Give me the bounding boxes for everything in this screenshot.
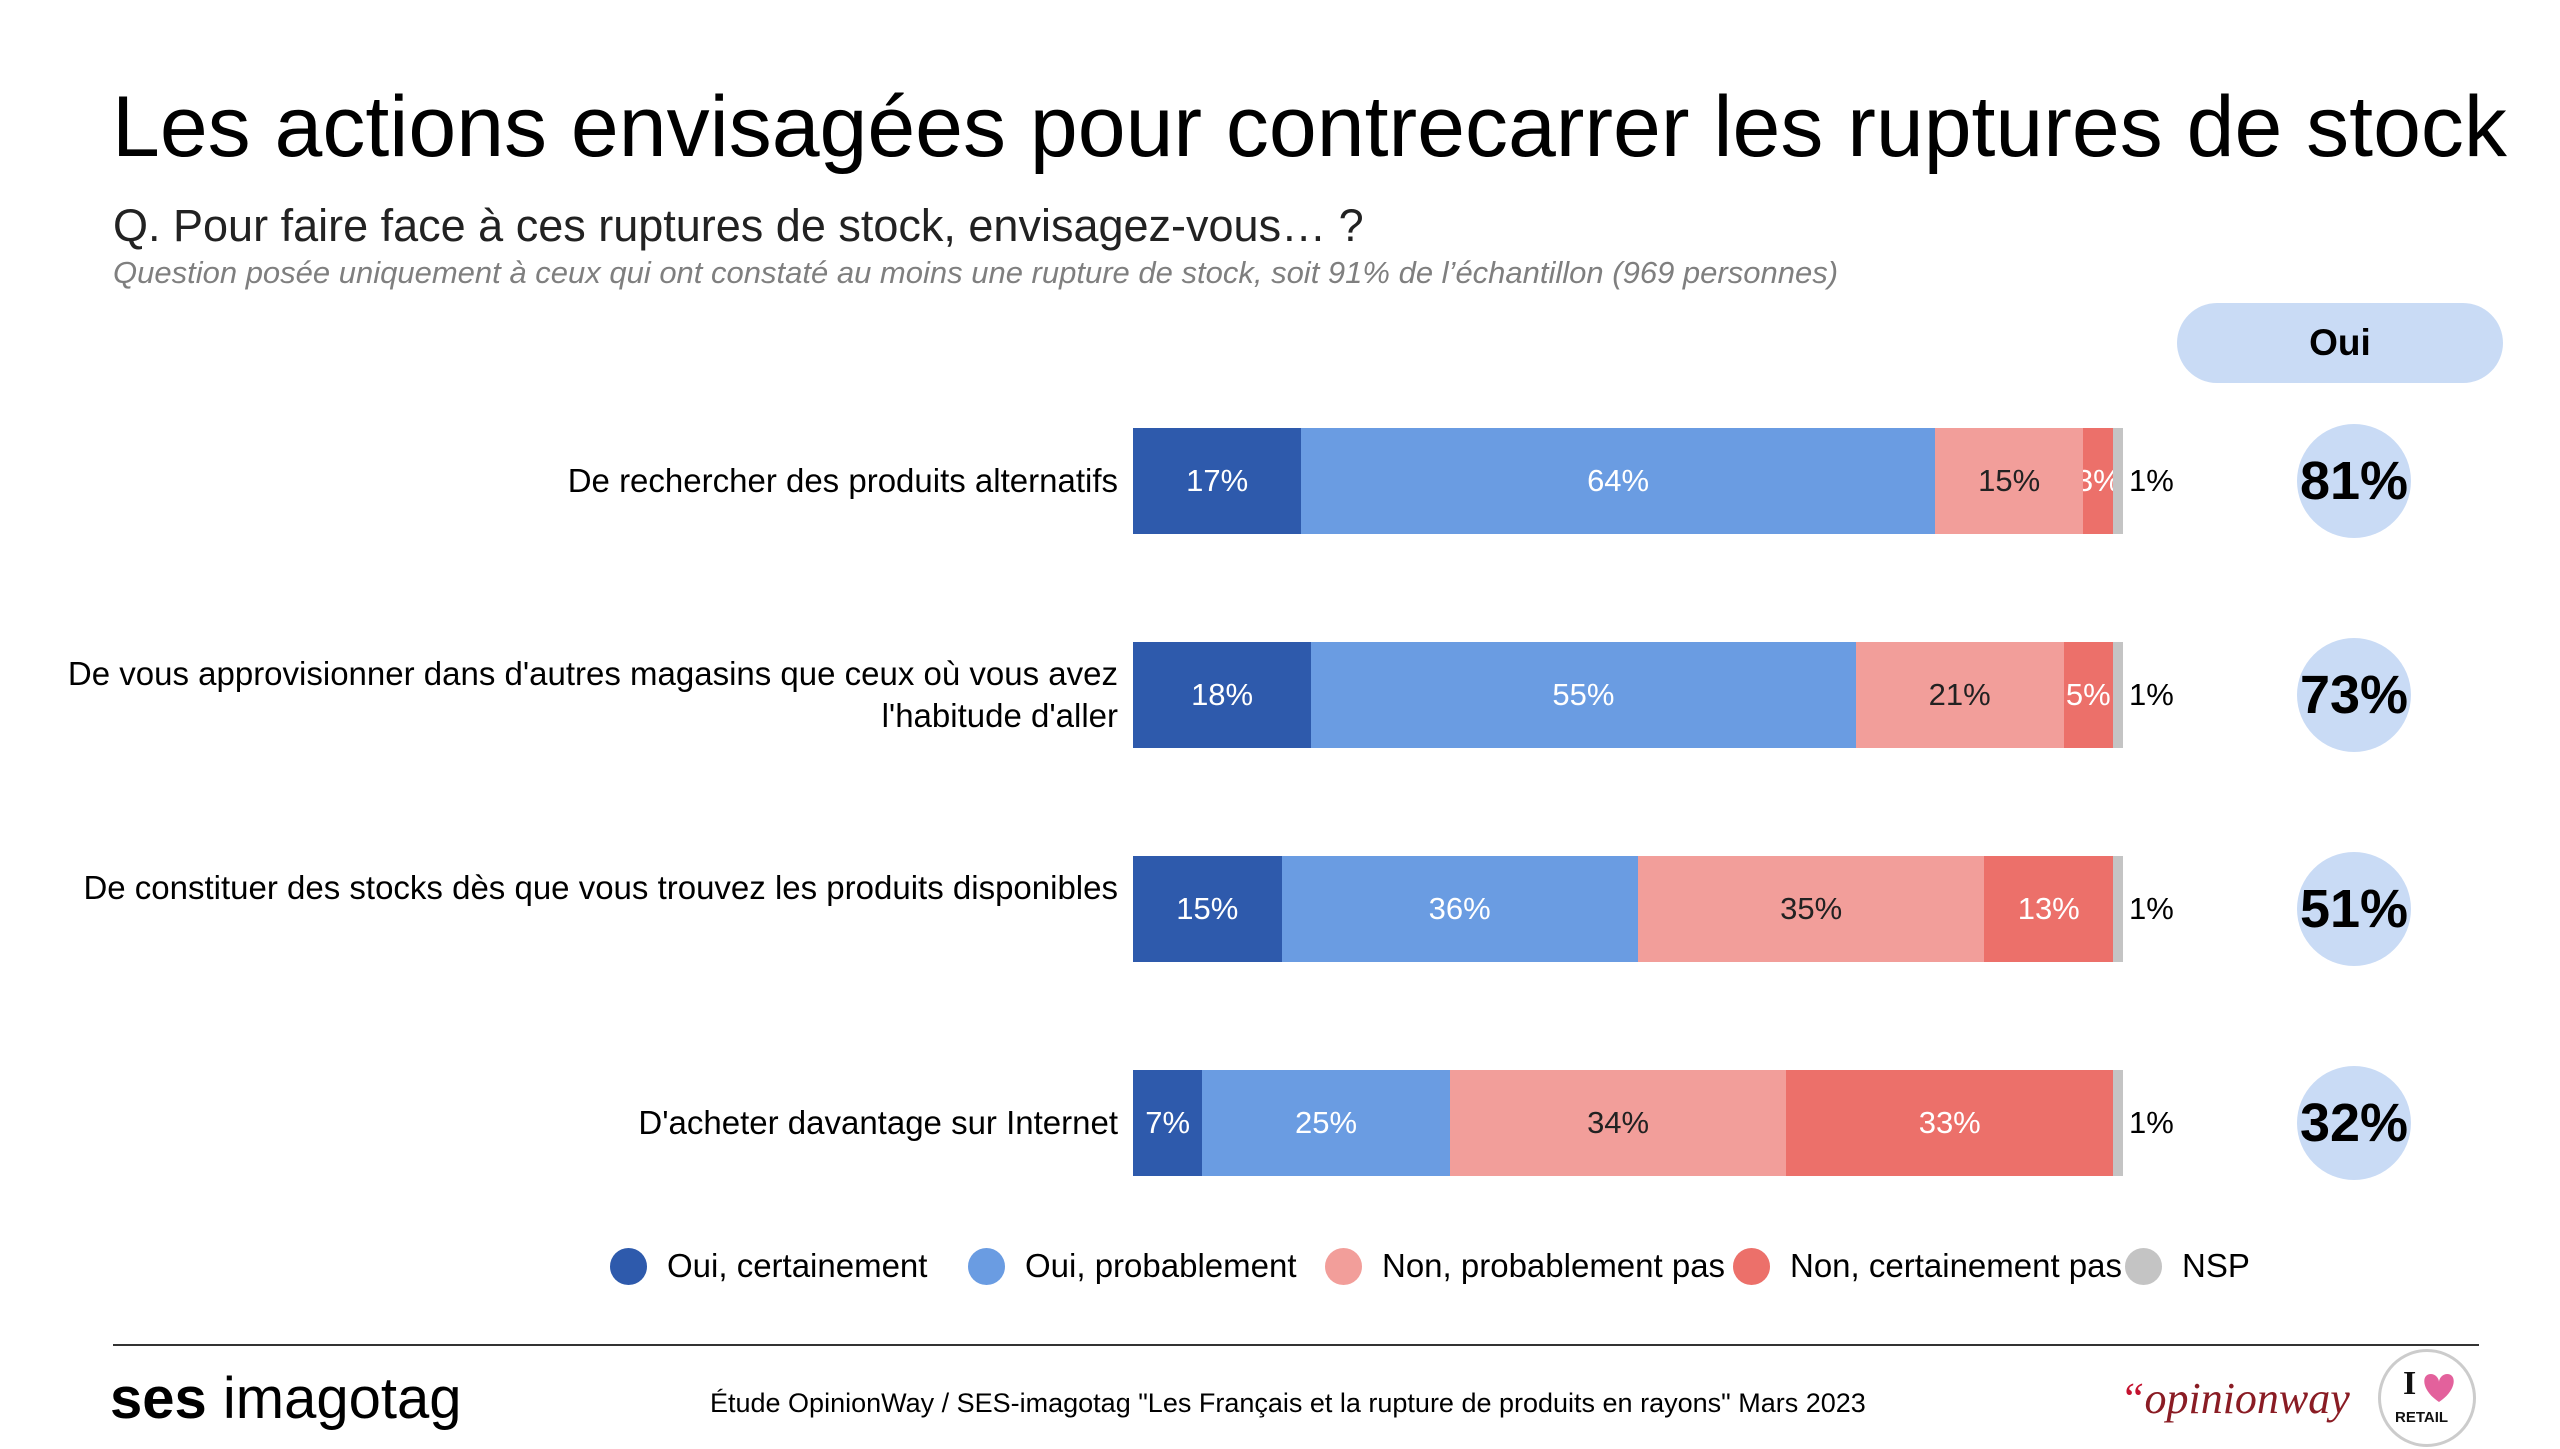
svg-text:RETAIL: RETAIL	[2395, 1409, 2448, 1426]
i-love-retail-logo: I RETAIL	[2378, 1349, 2476, 1447]
row-label: D'acheter davantage sur Internet	[638, 1104, 1118, 1141]
segment-value-label: 35%	[1780, 891, 1843, 926]
brand-light-text: imagotag	[222, 1366, 462, 1431]
nsp-value-label: 1%	[2129, 677, 2174, 712]
oui-total-badge: 32%	[2297, 1066, 2411, 1180]
legend-swatch	[610, 1247, 647, 1285]
legend-label: NSP	[2182, 1247, 2250, 1284]
legend-label: Non, certainement pas	[1790, 1247, 2123, 1284]
bar-segment	[2113, 856, 2123, 962]
stacked-bar: 18% 55% 21% 5%	[1133, 642, 2123, 748]
legend-item: Non, probablement pas	[1325, 1247, 1725, 1285]
sample-note: Question posée uniquement à ceux qui ont…	[113, 255, 1839, 290]
segment-value-label: 21%	[1928, 677, 1991, 712]
legend-item: Non, certainement pas	[1733, 1247, 2122, 1285]
nsp-value-label: 1%	[2129, 891, 2174, 926]
bar-segment: 15%	[1934, 428, 2084, 534]
legend-label: Oui, certainement	[667, 1247, 928, 1284]
bar-segment: 17%	[1133, 428, 1302, 534]
segment-value-label: 13%	[2017, 891, 2080, 926]
segment-value-label: 34%	[1587, 1105, 1650, 1140]
bar-segment: 55%	[1311, 642, 1856, 748]
row-label: De rechercher des produits alternatifs	[567, 462, 1118, 499]
stacked-bar: 17% 64% 15% 3%	[1133, 428, 2123, 534]
row-label: De constituer des stocks dès que vous tr…	[83, 869, 1118, 906]
segment-value-label: 15%	[1176, 891, 1239, 926]
legend-swatch	[1733, 1247, 1770, 1285]
segment-value-label: 18%	[1191, 677, 1254, 712]
segment-value-label: 15%	[1978, 463, 2041, 498]
nsp-value-label: 1%	[2129, 463, 2174, 498]
bar-segment: 5%	[2063, 642, 2114, 748]
legend-swatch	[968, 1247, 1005, 1285]
opinionway-logo: “opinionway	[2120, 1373, 2350, 1424]
bar-segment: 35%	[1637, 856, 1985, 962]
legend-label: Oui, probablement	[1025, 1247, 1297, 1284]
bar-segment: 64%	[1301, 428, 1935, 534]
legend-item: Oui, probablement	[968, 1247, 1297, 1285]
bar-segment: 34%	[1449, 1070, 1787, 1176]
svg-text:I: I	[2403, 1365, 2416, 1402]
legend-swatch	[2125, 1247, 2162, 1285]
segment-value-label: 17%	[1186, 463, 1249, 498]
legend-item: NSP	[2125, 1247, 2250, 1285]
source-citation: Étude OpinionWay / SES-imagotag "Les Fra…	[710, 1388, 1866, 1418]
segment-value-label: 25%	[1295, 1105, 1358, 1140]
bar-segment: 18%	[1133, 642, 1312, 748]
oui-total-badge: 73%	[2297, 638, 2411, 752]
bar-segment	[2113, 1070, 2123, 1176]
bar-segment: 36%	[1281, 856, 1638, 962]
bar-segment: 3%	[2083, 428, 2114, 534]
opinionway-quote-mark: “	[2120, 1374, 2145, 1423]
opinionway-name: opinionway	[2144, 1374, 2350, 1423]
bar-segment: 33%	[1786, 1070, 2114, 1176]
segment-value-label: 3%	[2083, 463, 2113, 498]
segment-value-label: 7%	[1145, 1105, 1191, 1140]
stacked-bar: 7% 25% 34% 33%	[1133, 1070, 2123, 1176]
footer-divider	[113, 1344, 2479, 1346]
segment-value-label: 55%	[1552, 677, 1615, 712]
i-love-retail-icon: I RETAIL	[2395, 1365, 2454, 1426]
segment-value-label: 64%	[1587, 463, 1650, 498]
oui-total-badge: 81%	[2297, 424, 2411, 538]
bar-segment: 13%	[1984, 856, 2114, 962]
bar-segment: 25%	[1202, 1070, 1450, 1176]
bar-segment	[2113, 428, 2123, 534]
page-title: Les actions envisagées pour contrecarrer…	[112, 79, 2507, 175]
brand-bold-text: ses	[110, 1366, 207, 1431]
bar-segment: 15%	[1133, 856, 1282, 962]
segment-value-label: 5%	[2065, 677, 2111, 712]
bar-segment	[2113, 642, 2123, 748]
question-text: Q. Pour faire face à ces ruptures de sto…	[113, 200, 1364, 251]
bar-segment: 7%	[1133, 1070, 1203, 1176]
stacked-bar: 15% 36% 35% 13%	[1133, 856, 2123, 962]
ses-imagotag-logo: ses imagotag	[110, 1365, 462, 1432]
legend-item: Oui, certainement	[610, 1247, 927, 1285]
oui-column-header: Oui	[2177, 303, 2503, 383]
nsp-value-label: 1%	[2129, 1105, 2174, 1140]
oui-total-badge: 51%	[2297, 852, 2411, 966]
chart-legend: Oui, certainement Oui, probablement Non, p…	[0, 1247, 2560, 1297]
row-label: De vous approvisionner dans d'autres mag…	[67, 655, 1118, 734]
segment-value-label: 33%	[1918, 1105, 1981, 1140]
segment-value-label: 36%	[1428, 891, 1491, 926]
legend-swatch	[1325, 1247, 1362, 1285]
legend-label: Non, probablement pas	[1382, 1247, 1726, 1284]
bar-segment: 21%	[1855, 642, 2064, 748]
